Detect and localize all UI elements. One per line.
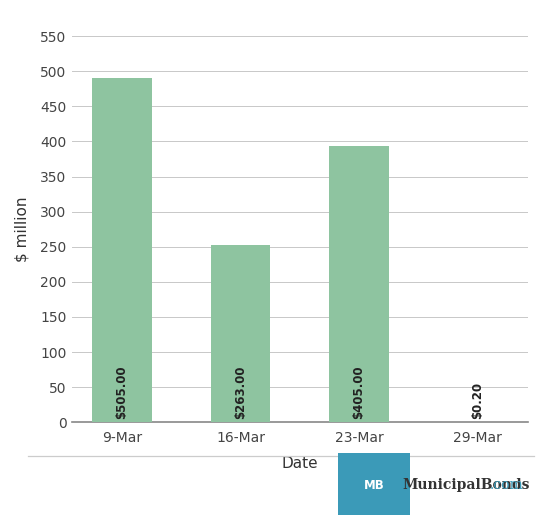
Bar [329,146,389,422]
Text: .com: .com [490,478,523,492]
Text: $405.00: $405.00 [353,365,366,419]
Bar [92,78,152,422]
Y-axis label: $ million: $ million [14,196,29,262]
X-axis label: Date: Date [282,456,318,471]
Bar [211,245,270,422]
Text: MB: MB [364,478,384,492]
Text: $0.20: $0.20 [471,382,484,419]
Text: $263.00: $263.00 [234,365,247,419]
Text: $505.00: $505.00 [116,365,128,419]
Text: MunicipalBonds: MunicipalBonds [403,478,530,492]
